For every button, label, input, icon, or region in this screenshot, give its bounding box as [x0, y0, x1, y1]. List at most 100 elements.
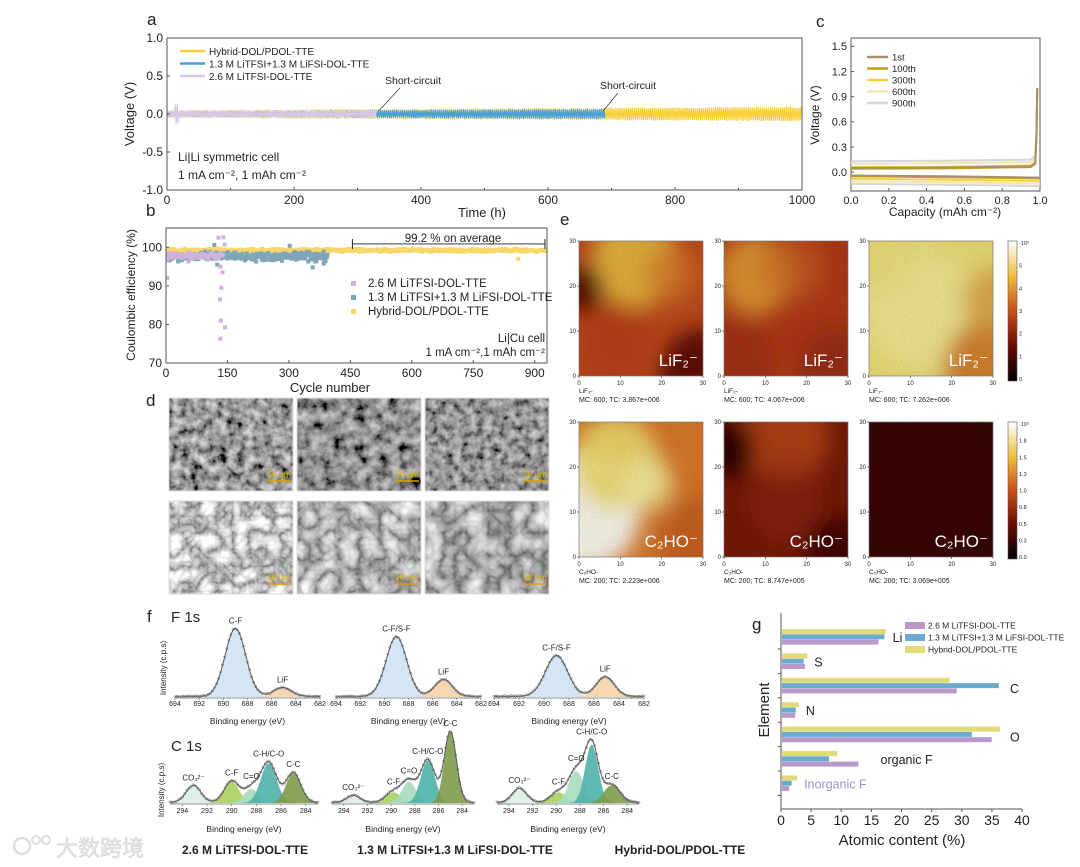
element-label: S [814, 655, 822, 669]
sem-border [424, 500, 550, 595]
y-tick-label: 0 [573, 374, 577, 380]
x-tick-label: 686 [588, 701, 600, 708]
data-point [387, 791, 391, 795]
x-tick-label: 688 [242, 701, 254, 708]
data-point [273, 688, 276, 692]
data-point [597, 761, 600, 765]
x-tick-label: 30 [990, 562, 997, 568]
colorbar-tick-label: 0.0 [1019, 555, 1027, 561]
data-point [268, 760, 271, 763]
data-point [374, 687, 377, 691]
ce-point [303, 256, 308, 261]
x-tick-label: 10 [833, 812, 849, 828]
y-tick-label: 80 [149, 318, 163, 332]
x-tick-label: 284 [621, 808, 633, 815]
element-label: Inorganic F [804, 777, 867, 791]
data-point [603, 780, 606, 784]
ce-point [261, 258, 266, 263]
data-point [251, 781, 254, 784]
ce-point [254, 259, 259, 264]
legend-label: 1st [892, 53, 905, 64]
x-tick-label: 10 [762, 381, 769, 387]
data-point [254, 685, 258, 688]
peak-label: C-F [552, 778, 565, 787]
ce-point [233, 251, 238, 256]
sem-image: 50 μm [424, 397, 550, 492]
ce-point [191, 256, 196, 261]
x-tick-label: 600 [538, 193, 558, 207]
data-point [236, 783, 240, 786]
data-point [284, 778, 288, 782]
colorbar-tick-label: 0.5 [1019, 522, 1027, 528]
fitted-peak [332, 732, 474, 803]
data-point [611, 783, 614, 786]
data-point [513, 789, 517, 793]
legend-label: 2.6 M LiTFSI-DOL-TTE [928, 621, 1016, 631]
x-tick-label: 690 [378, 701, 390, 708]
ce-point [176, 259, 181, 264]
legend-label: 300th [892, 76, 916, 87]
data-point [425, 757, 429, 760]
x-tick-label: 694 [169, 701, 181, 708]
colorbar-tick-label: 1.8 [1019, 439, 1027, 445]
sem-border [424, 397, 550, 492]
peak-label: C=O [401, 767, 418, 776]
data-point [526, 793, 529, 797]
charge-curve-1st [850, 88, 1039, 169]
watermark-logo-icon [41, 835, 51, 845]
fitted-peak [494, 656, 644, 697]
y-tick-label: 0.6 [832, 117, 847, 129]
data-point [432, 686, 435, 690]
y-tick-label: 30 [714, 239, 721, 245]
y-tick-label: 30 [859, 420, 866, 426]
bar-organic-F-0 [782, 761, 859, 767]
ce-point-outlier [222, 242, 227, 247]
data-point [272, 767, 275, 770]
data-point [301, 788, 305, 791]
peak-label: C-C [443, 719, 457, 728]
panel-c: c 0.0 0.2 0.4 0.6 0.8 1.0 0.0 0.3 0.6 0.9 1.2 1.5 900… [808, 12, 1048, 219]
colorbar-tick-label: 1.3 [1019, 472, 1027, 478]
data-point [548, 795, 552, 798]
data-point [593, 684, 597, 688]
ce-point [306, 252, 311, 257]
data-point [395, 786, 399, 790]
x-tick-label: 0 [577, 562, 581, 568]
y-tick-label: -1.0 [142, 183, 163, 197]
bar-N-1 [782, 707, 796, 713]
y-tick-label: 0.5 [146, 69, 163, 83]
cell-note: Li|Cu cell [498, 333, 545, 345]
ce-point [271, 257, 276, 262]
y-tick-label: 10 [859, 329, 866, 335]
y-tick-label: 20 [859, 284, 866, 290]
data-point [242, 644, 245, 648]
data-point [590, 739, 594, 742]
bar-N-2 [782, 702, 799, 708]
heatmap-frame [578, 421, 704, 558]
xps-spectrum: C-F LiF 694 692 690 688 686 684 682 Binding energ… [169, 616, 326, 726]
bar-Li-1 [782, 634, 885, 640]
data-point [642, 694, 646, 698]
data-point [533, 688, 537, 692]
data-point [250, 675, 253, 679]
data-point [210, 799, 214, 803]
fitted-peak [497, 785, 639, 803]
data-point [263, 762, 267, 766]
x-tick-label: 30 [845, 381, 852, 387]
annotation-short-circuit: Short-circuit [385, 75, 441, 87]
ce-point [267, 252, 272, 257]
data-point [619, 690, 622, 694]
panel-label-c: c [816, 12, 825, 31]
data-point [210, 689, 214, 693]
bar-N-0 [782, 712, 796, 718]
x-tick-label: 686 [427, 701, 439, 708]
y-tick-label: -0.5 [142, 145, 163, 159]
map-counts-caption: MC: 600; TC: 4.067e+006 [724, 397, 805, 404]
ce-point [187, 257, 192, 262]
cell-note: Li|Li symmetric cell [178, 150, 279, 164]
data-point [248, 783, 252, 787]
data-point [281, 685, 285, 689]
data-point [202, 794, 206, 798]
sample-label: 2.6 M LiTFSI-DOL-TTE [182, 843, 308, 857]
heatmap-frame [723, 240, 849, 377]
